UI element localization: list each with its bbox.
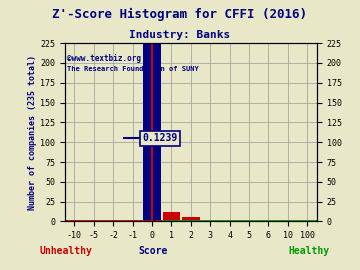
Bar	[151, 43, 153, 221]
Text: ©www.textbiz.org: ©www.textbiz.org	[67, 54, 141, 63]
Text: The Research Foundation of SUNY: The Research Foundation of SUNY	[67, 66, 199, 72]
Bar	[163, 212, 180, 221]
Text: Score: Score	[138, 246, 168, 256]
Text: Healthy: Healthy	[288, 246, 329, 256]
Y-axis label: Number of companies (235 total): Number of companies (235 total)	[28, 55, 37, 210]
Text: Industry: Banks: Industry: Banks	[129, 30, 231, 40]
Text: Unhealthy: Unhealthy	[40, 246, 93, 256]
Text: Z'-Score Histogram for CFFI (2016): Z'-Score Histogram for CFFI (2016)	[53, 8, 307, 21]
Bar	[182, 217, 199, 221]
Bar	[143, 43, 161, 221]
Text: 0.1239: 0.1239	[142, 133, 177, 143]
